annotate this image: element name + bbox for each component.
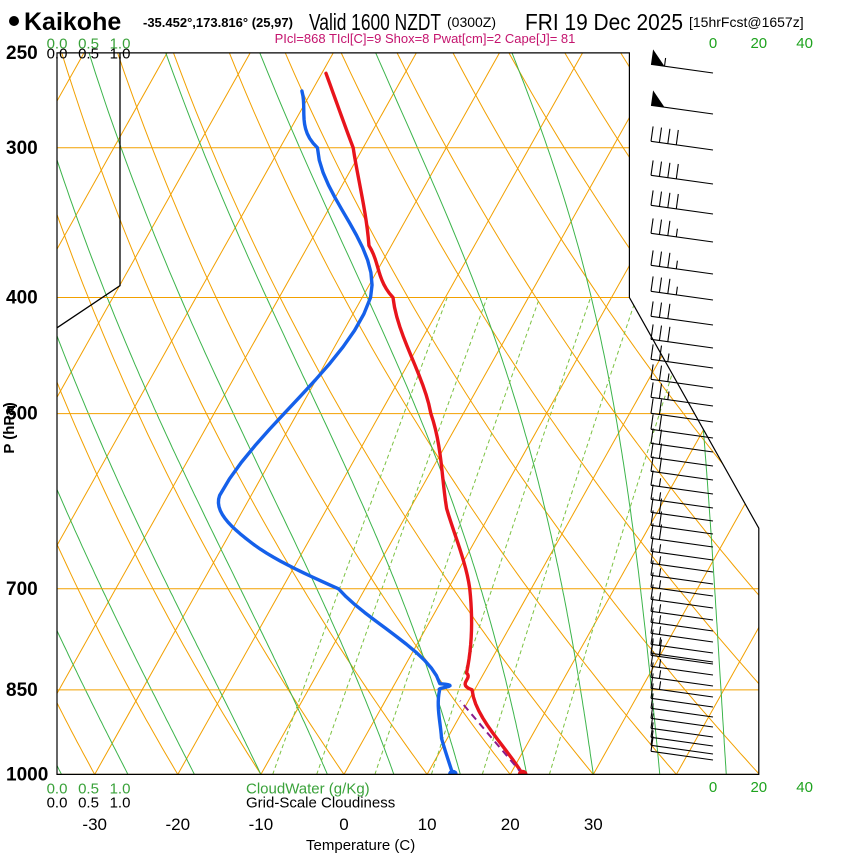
svg-text:-10: -10 [249,815,274,834]
svg-text:0.0: 0.0 [47,46,68,63]
svg-text:-30: -30 [82,815,107,834]
svg-text:-35.452°,173.816° (25,97): -35.452°,173.816° (25,97) [143,15,293,30]
svg-text:250: 250 [6,43,38,64]
svg-text:P (hPa): P (hPa) [1,402,18,453]
svg-text:400: 400 [6,288,38,309]
svg-text:-20: -20 [166,815,191,834]
svg-text:0: 0 [339,815,348,834]
svg-text:850: 850 [6,680,38,701]
svg-text:0.5: 0.5 [78,795,99,812]
svg-text:0.5: 0.5 [78,46,99,63]
svg-text:300: 300 [6,138,38,159]
svg-text:10: 10 [418,815,437,834]
svg-text:Grid-Scale Cloudiness: Grid-Scale Cloudiness [246,795,395,812]
svg-text:Temperature (C): Temperature (C) [306,837,415,854]
svg-text:1.0: 1.0 [110,46,131,63]
svg-text:20: 20 [750,35,767,52]
svg-text:PIcl=868 TIcl[C]=9 Shox=8 Pwat: PIcl=868 TIcl[C]=9 Shox=8 Pwat[cm]=2 Cap… [275,31,576,46]
svg-text:40: 40 [796,35,813,52]
svg-text:(0300Z): (0300Z) [447,14,496,30]
svg-text:30: 30 [584,815,603,834]
svg-text:1.0: 1.0 [110,795,131,812]
svg-text:0: 0 [709,779,717,796]
svg-text:20: 20 [501,815,520,834]
svg-text:40: 40 [796,779,813,796]
svg-text:Kaikohe: Kaikohe [24,8,121,36]
svg-text:0.0: 0.0 [47,795,68,812]
svg-text:1000: 1000 [6,764,48,785]
svg-text:[15hrFcst@1657z]: [15hrFcst@1657z] [689,14,804,30]
svg-text:20: 20 [750,779,767,796]
svg-text:0: 0 [709,35,717,52]
svg-text:700: 700 [6,579,38,600]
